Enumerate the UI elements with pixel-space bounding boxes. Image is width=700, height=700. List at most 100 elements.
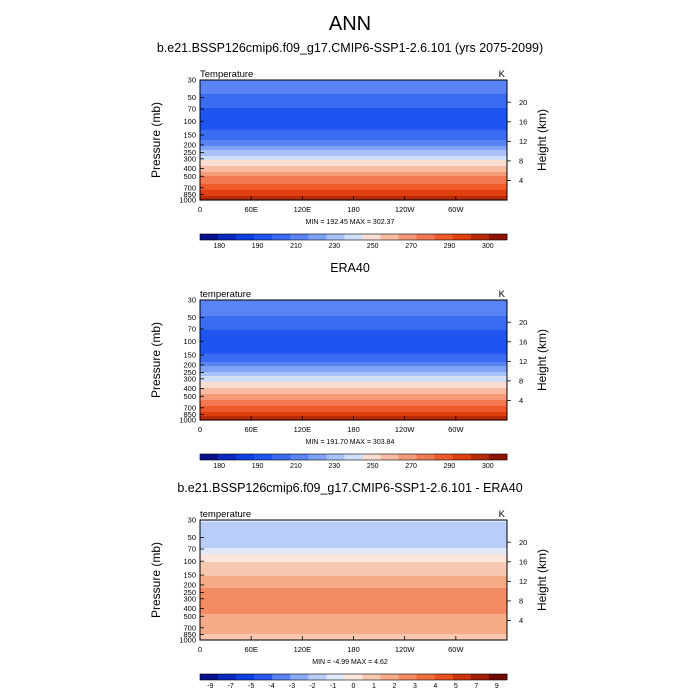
heatmap-band [200,182,507,185]
y-tick-label: 70 [188,325,196,334]
colorbar-swatch [398,674,418,680]
heatmap-band [200,156,507,159]
colorbar-tick-label: 270 [405,463,417,470]
colorbar-tick-label: 270 [405,243,417,250]
heatmap-band [200,524,507,527]
colorbar-swatch [470,674,490,680]
heatmap-band [200,94,507,97]
heatmap-band [200,146,507,149]
heatmap-band [200,616,507,619]
heatmap-band [200,330,507,333]
heatmap-band [200,144,507,147]
heatmap-band [200,618,507,621]
units-label: K [499,509,506,520]
colorbar-swatch [308,454,327,460]
colorbar-tick-label: 3 [413,683,417,690]
x-tick-label: 180 [347,645,360,654]
colorbar-swatch [488,234,508,240]
y-tick-label: 50 [188,93,196,102]
heatmap-band [200,622,507,625]
figure-title: ANN [329,13,371,35]
heatmap-band [200,608,507,611]
heatmap-band [200,334,507,337]
colorbar-swatch [272,454,291,460]
colorbar-tick-label: 290 [444,243,456,250]
colorbar-swatch [290,674,309,680]
colorbar-tick-label: -2 [309,683,315,690]
heatmap-band [200,360,507,363]
heatmap-band [200,316,507,319]
colorbar-swatch [326,454,345,460]
colorbar-swatch [290,234,309,240]
heatmap-band [200,100,507,103]
colorbar-swatch [398,234,418,240]
colorbar-swatch [434,674,454,680]
colorbar-swatch [308,234,327,240]
colorbar-tick-label: 4 [433,683,437,690]
heatmap-band [200,90,507,93]
colorbar-tick-label: 300 [482,243,494,250]
min-max-text: MIN = 191.70 MAX = 303.84 [306,439,395,446]
x-tick-label: 60W [448,205,464,214]
y-right-tick-label: 12 [519,137,527,146]
heatmap-band [200,92,507,95]
x-tick-label: 0 [198,645,202,654]
heatmap-band [200,194,507,197]
x-tick-label: 60W [448,645,464,654]
heatmap-band [200,130,507,133]
colorbar-tick-label: 210 [290,463,302,470]
heatmap-band [200,602,507,605]
colorbar-tick-label: 300 [482,463,494,470]
units-label: K [499,69,506,80]
colorbar-swatch [200,454,219,460]
panel-title: b.e21.BSSP126cmip6.f09_g17.CMIP6-SSP1-2.… [177,481,522,495]
y-tick-label: 100 [183,117,196,126]
heatmap-band [200,530,507,533]
colorbar-swatch [218,454,237,460]
heatmap-band [200,368,507,371]
colorbar-tick-label: 9 [495,683,499,690]
heatmap-band [200,402,507,405]
heatmap-band [200,624,507,627]
heatmap-band [200,558,507,561]
heatmap-band [200,610,507,613]
y-tick-label: 300 [183,594,196,603]
heatmap-band [200,410,507,413]
panel-title: ERA40 [330,261,370,275]
colorbar-swatch [344,674,363,680]
heatmap-band [200,352,507,355]
colorbar-swatch [362,234,381,240]
heatmap-band [200,370,507,373]
colorbar-swatch [308,674,327,680]
heatmap-band [200,336,507,339]
y-tick-label: 500 [183,392,196,401]
variable-label: Temperature [200,69,253,80]
heatmap-band [200,174,507,177]
heatmap-band [200,160,507,163]
heatmap-band [200,118,507,121]
heatmap-band [200,628,507,631]
heatmap-band [200,152,507,155]
heatmap-band [200,376,507,379]
colorbar-tick-label: -4 [269,683,275,690]
x-tick-label: 120E [294,645,312,654]
y-axis-title: Pressure (mb) [149,322,163,398]
heatmap-band [200,614,507,617]
heatmap-band [200,110,507,113]
y-tick-label: 100 [183,557,196,566]
heatmap-band [200,80,507,83]
heatmap-band [200,586,507,589]
colorbar-swatch [452,234,472,240]
heatmap-band [200,580,507,583]
colorbar-swatch [326,674,345,680]
heatmap-band [200,340,507,343]
colorbar-swatch [416,234,436,240]
heatmap-band [200,630,507,633]
x-tick-label: 180 [347,205,360,214]
y-tick-label: 300 [183,374,196,383]
heatmap-band [200,534,507,537]
colorbar-tick-label: -5 [248,683,254,690]
heatmap-band [200,372,507,375]
colorbar-tick-label: 2 [392,683,396,690]
heatmap-band [200,540,507,543]
